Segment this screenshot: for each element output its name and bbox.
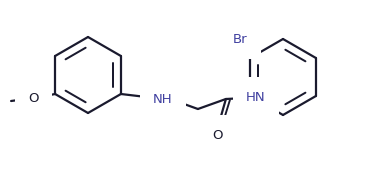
Text: Br: Br: [233, 33, 247, 46]
Text: HN: HN: [246, 90, 266, 103]
Text: O: O: [213, 129, 223, 142]
Text: O: O: [28, 92, 38, 105]
Text: NH: NH: [153, 92, 173, 105]
